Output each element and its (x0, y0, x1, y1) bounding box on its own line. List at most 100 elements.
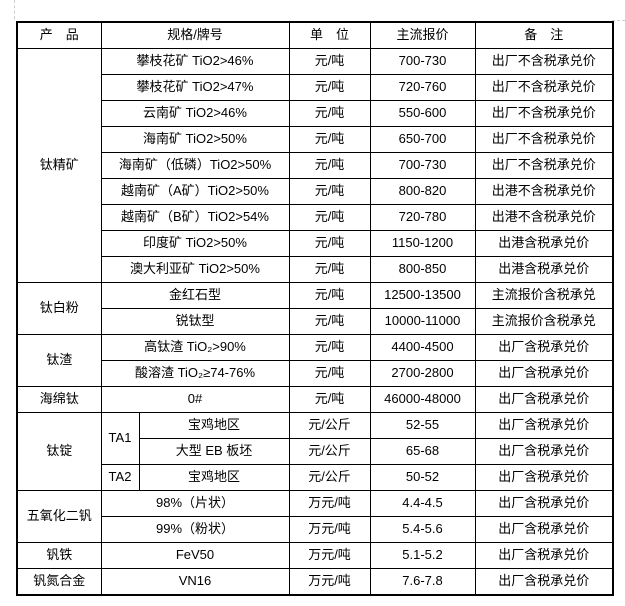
note-cell: 出厂不含税承兑价 (474, 126, 614, 153)
spec-cell: 印度矿 TiO2>50% (100, 230, 290, 257)
table-row: 云南矿 TiO2>46% 元/吨 550-600 出厂不含税承兑价 (17, 100, 614, 127)
unit-cell: 元/吨 (288, 256, 371, 283)
table-row: 酸溶渣 TiO₂≥74-76% 元/吨 2700-2800 出厂含税承兑价 (17, 360, 614, 387)
table-row: 越南矿（B矿）TiO2>54% 元/吨 720-780 出港不含税承兑价 (17, 204, 614, 231)
table-row: 印度矿 TiO2>50% 元/吨 1150-1200 出港含税承兑价 (17, 230, 614, 257)
note-cell: 出厂不含税承兑价 (474, 152, 614, 179)
note-cell: 出厂含税承兑价 (474, 464, 614, 491)
table-row: 钛渣 高钛渣 TiO₂>90% 元/吨 4400-4500 出厂含税承兑价 (16, 334, 614, 387)
unit-cell: 元/吨 (288, 204, 371, 231)
note-cell: 出厂含税承兑价 (474, 412, 614, 439)
price-table: 产 品 规格/牌号 单 位 主流报价 备 注 钛精矿 攀枝花矿 TiO2>46% 元… (16, 21, 614, 596)
product-cell: 钛精矿 (16, 48, 102, 283)
note-cell: 出厂不含税承兑价 (474, 100, 614, 127)
column-header-unit: 单 位 (288, 21, 371, 49)
column-header-price: 主流报价 (369, 21, 476, 49)
note-cell: 出港含税承兑价 (474, 256, 614, 283)
price-cell: 800-820 (369, 178, 476, 205)
spec-cell: 宝鸡地区 (138, 412, 290, 439)
unit-cell: 元/吨 (288, 334, 371, 361)
spec-cell: 0# (100, 386, 290, 413)
note-cell: 出厂含税承兑价 (474, 438, 614, 465)
spec-cell: 海南矿 TiO2>50% (100, 126, 290, 153)
note-cell: 出厂含税承兑价 (474, 334, 614, 361)
price-cell: 800-850 (369, 256, 476, 283)
table-row: 钒铁 FeV50 万元/吨 5.1-5.2 出厂含税承兑价 (16, 542, 614, 569)
header-row: 产 品 规格/牌号 单 位 主流报价 备 注 (16, 21, 614, 49)
spec-cell: FeV50 (100, 542, 290, 569)
grade-cell: TA2 (100, 464, 140, 491)
note-cell: 出港不含税承兑价 (474, 204, 614, 231)
note-cell: 出港含税承兑价 (474, 230, 614, 257)
price-table-body: 钛精矿 攀枝花矿 TiO2>46% 元/吨 700-730 出厂不含税承兑价 攀枝花矿 T… (16, 48, 614, 596)
note-cell: 主流报价含税承兑 (474, 308, 614, 335)
unit-cell: 万元/吨 (288, 568, 371, 596)
grade-cell: TA1 (100, 412, 140, 465)
unit-cell: 万元/吨 (288, 490, 371, 517)
price-cell: 700-730 (369, 152, 476, 179)
unit-cell: 元/吨 (288, 282, 371, 309)
table-row: 钒氮合金 VN16 万元/吨 7.6-7.8 出厂含税承兑价 (16, 568, 614, 596)
table-row: 钛锭 TA1 宝鸡地区 元/公斤 52-55 出厂含税承兑价 (16, 412, 614, 491)
unit-cell: 元/吨 (288, 230, 371, 257)
column-header-product: 产 品 (16, 21, 102, 49)
note-cell: 出厂含税承兑价 (474, 490, 614, 517)
spec-cell: 海南矿（低磷）TiO2>50% (100, 152, 290, 179)
price-cell: 2700-2800 (369, 360, 476, 387)
price-cell: 52-55 (369, 412, 476, 439)
text-boundary-mark-right (612, 20, 625, 21)
price-cell: 4.4-4.5 (369, 490, 476, 517)
product-cell: 钛锭 (16, 412, 102, 491)
table-row: 澳大利亚矿 TiO2>50% 元/吨 800-850 出港含税承兑价 (17, 256, 614, 283)
column-header-note: 备 注 (474, 21, 614, 49)
note-cell: 出港不含税承兑价 (474, 178, 614, 205)
note-cell: 出厂含税承兑价 (474, 360, 614, 387)
price-cell: 12500-13500 (369, 282, 476, 309)
price-cell: 50-52 (369, 464, 476, 491)
price-cell: 550-600 (369, 100, 476, 127)
table-row: 五氧化二钒 98%（片状） 万元/吨 4.4-4.5 出厂含税承兑价 (16, 490, 614, 543)
column-header-spec: 规格/牌号 (100, 21, 290, 49)
spec-cell: 大型 EB 板坯 (138, 438, 290, 465)
price-cell: 720-780 (369, 204, 476, 231)
unit-cell: 万元/吨 (288, 542, 371, 569)
unit-cell: 元/吨 (288, 48, 371, 75)
table-row: 锐钛型 元/吨 10000-11000 主流报价含税承兑 (17, 308, 614, 335)
spec-cell: 攀枝花矿 TiO2>46% (100, 48, 290, 75)
text-boundary-mark-left (14, 0, 15, 19)
product-cell: 钒铁 (16, 542, 102, 569)
spec-cell: 攀枝花矿 TiO2>47% (100, 74, 290, 101)
product-cell: 钛渣 (16, 334, 102, 387)
table-row: 钛精矿 攀枝花矿 TiO2>46% 元/吨 700-730 出厂不含税承兑价 (16, 48, 614, 283)
note-cell: 出厂含税承兑价 (474, 542, 614, 569)
spec-cell: 锐钛型 (100, 308, 290, 335)
note-cell: 出厂含税承兑价 (474, 568, 614, 596)
unit-cell: 元/公斤 (288, 438, 371, 465)
price-cell: 46000-48000 (369, 386, 476, 413)
table-row: 海南矿（低磷）TiO2>50% 元/吨 700-730 出厂不含税承兑价 (17, 152, 614, 179)
price-cell: 7.6-7.8 (369, 568, 476, 596)
table-row: 海绵钛 0# 元/吨 46000-48000 出厂含税承兑价 (16, 386, 614, 413)
spec-cell: 98%（片状） (100, 490, 290, 517)
unit-cell: 元/公斤 (288, 464, 371, 491)
table-row: 99%（粉状） 万元/吨 5.4-5.6 出厂含税承兑价 (17, 516, 614, 543)
price-cell: 650-700 (369, 126, 476, 153)
table-row: TA2 宝鸡地区 元/公斤 50-52 出厂含税承兑价 (17, 464, 614, 491)
product-cell: 五氧化二钒 (16, 490, 102, 543)
price-cell: 5.1-5.2 (369, 542, 476, 569)
note-cell: 主流报价含税承兑 (474, 282, 614, 309)
product-cell: 钛白粉 (16, 282, 102, 335)
unit-cell: 元/吨 (288, 360, 371, 387)
price-cell: 4400-4500 (369, 334, 476, 361)
note-cell: 出厂含税承兑价 (474, 516, 614, 543)
spec-cell: 云南矿 TiO2>46% (100, 100, 290, 127)
spec-cell: 99%（粉状） (100, 516, 290, 543)
table-row: 越南矿（A矿）TiO2>50% 元/吨 800-820 出港不含税承兑价 (17, 178, 614, 205)
unit-cell: 万元/吨 (288, 516, 371, 543)
unit-cell: 元/吨 (288, 100, 371, 127)
table-row: 海南矿 TiO2>50% 元/吨 650-700 出厂不含税承兑价 (17, 126, 614, 153)
price-cell: 720-760 (369, 74, 476, 101)
price-cell: 65-68 (369, 438, 476, 465)
price-cell: 10000-11000 (369, 308, 476, 335)
